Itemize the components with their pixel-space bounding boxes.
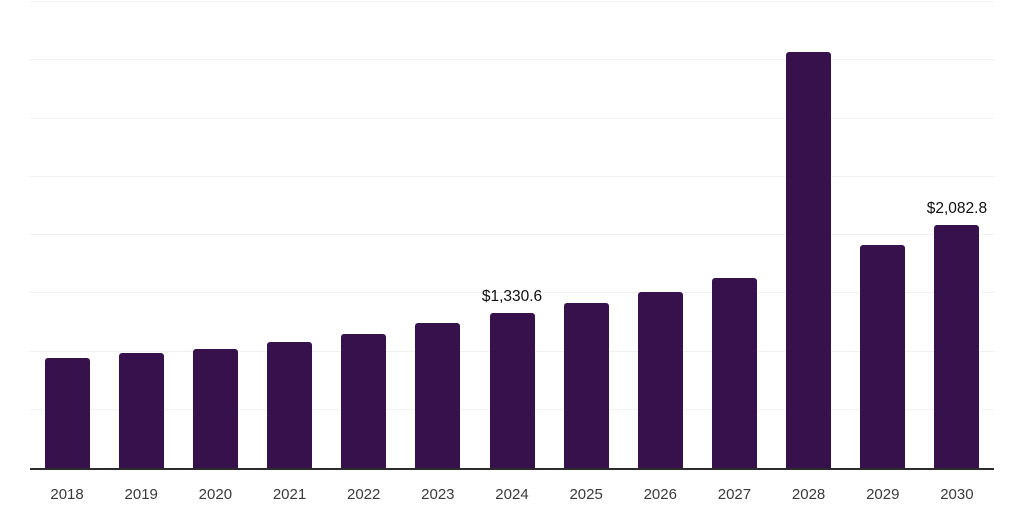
bar-2023 bbox=[415, 322, 461, 468]
bar-2020 bbox=[192, 349, 238, 468]
x-tick-label-2021: 2021 bbox=[272, 486, 307, 503]
gridline bbox=[30, 175, 994, 177]
x-tick-label-2030: 2030 bbox=[940, 486, 974, 503]
x-tick-label-2020: 2020 bbox=[198, 486, 233, 503]
x-axis-labels: 2018 2019 2020 2021 2022 2023 2024 2025 2026 2027… bbox=[30, 484, 994, 506]
gridline bbox=[30, 117, 994, 119]
value-label-2030: $2,082.8 bbox=[926, 199, 988, 217]
bar-2019 bbox=[118, 353, 164, 468]
bar-2030 bbox=[934, 225, 980, 468]
bar-2028 bbox=[786, 52, 832, 468]
x-tick-label-2023: 2023 bbox=[421, 486, 455, 503]
bar-2021 bbox=[267, 342, 313, 468]
bar-2026 bbox=[637, 292, 683, 468]
x-tick-label-2019: 2019 bbox=[124, 486, 158, 503]
bar-2018 bbox=[44, 357, 90, 468]
bar-2022 bbox=[341, 334, 387, 468]
plot-area: $1,330.6 $2,082.8 bbox=[30, 1, 994, 470]
bar-2024 bbox=[489, 313, 535, 468]
bar-2027 bbox=[711, 278, 757, 468]
x-tick-label-2024: 2024 bbox=[495, 486, 529, 503]
x-axis-line bbox=[30, 468, 994, 470]
x-tick-label-2028: 2028 bbox=[791, 486, 826, 503]
bar-2029 bbox=[860, 244, 906, 468]
x-tick-label-2025: 2025 bbox=[569, 486, 603, 503]
gridline bbox=[30, 292, 994, 294]
x-tick-label-2027: 2027 bbox=[717, 486, 752, 503]
bar-2025 bbox=[563, 303, 609, 468]
x-tick-label-2029: 2029 bbox=[866, 486, 900, 503]
gridline bbox=[30, 234, 994, 235]
x-tick-label-2018: 2018 bbox=[50, 486, 84, 503]
value-label-2024: $1,330.6 bbox=[481, 287, 543, 305]
x-tick-label-2026: 2026 bbox=[643, 486, 677, 503]
gridline bbox=[30, 59, 994, 61]
gridline bbox=[30, 1, 994, 2]
x-tick-label-2022: 2022 bbox=[346, 486, 381, 503]
